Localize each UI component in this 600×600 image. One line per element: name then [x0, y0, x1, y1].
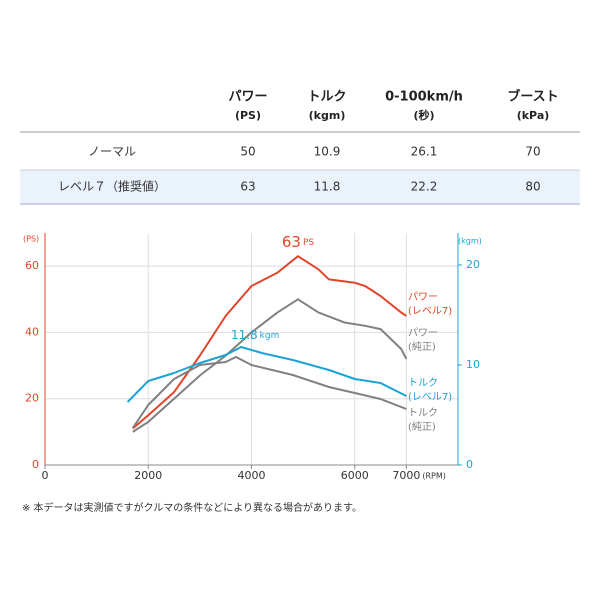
- table-cell: ノーマル: [88, 145, 136, 159]
- footnote: ※ 本データは実測値ですがクルマの条件などにより異なる場合があります。: [22, 501, 362, 514]
- y-tick-label: 60: [25, 259, 39, 272]
- table-cell: 80: [525, 180, 540, 194]
- annotation-unit: PS: [303, 238, 314, 248]
- table-cell: 50: [240, 145, 255, 159]
- y2-tick-label: 20: [466, 258, 480, 271]
- y-tick-label: 40: [25, 325, 39, 338]
- x-tick-label: 7000: [392, 469, 420, 482]
- series-line: [132, 255, 407, 430]
- table-cell: レベル７（推奨値）: [58, 179, 166, 194]
- row-highlight: [20, 170, 580, 204]
- annotation-value: 11.8: [231, 328, 258, 342]
- series-line: [132, 298, 408, 433]
- y-tick-label: 0: [32, 458, 39, 471]
- y2-tick-label: 10: [466, 358, 480, 371]
- series-label: パワー(レベル7): [408, 291, 452, 317]
- series-label: トルク(純正): [408, 407, 438, 433]
- table-cell: 70: [525, 145, 540, 159]
- table-cell: 11.8: [314, 180, 341, 194]
- table-cell: 22.2: [411, 180, 438, 194]
- annotation-unit: kgm: [260, 331, 280, 341]
- table-cell: 10.9: [314, 145, 341, 159]
- column-header: パワー: [228, 90, 267, 105]
- column-header: ブースト: [507, 89, 558, 105]
- y-tick-label: 20: [25, 392, 39, 405]
- table-cell: 26.1: [411, 145, 438, 159]
- y-axis-label: (PS): [23, 235, 39, 244]
- column-header: 0-100km/h: [385, 90, 463, 105]
- column-header: トルク: [307, 90, 346, 105]
- series-label: トルク(レベル7): [408, 377, 452, 403]
- x-tick-label: 2000: [134, 469, 162, 482]
- column-unit: (PS): [235, 109, 261, 122]
- column-unit: (秒): [413, 108, 434, 122]
- annotation: 63 PS: [282, 233, 315, 251]
- series-line: [131, 356, 407, 429]
- series-label: パワー(純正): [408, 327, 438, 353]
- y2-tick-label: 0: [466, 458, 473, 471]
- series-line: [126, 346, 407, 403]
- x-tick-label: 0: [42, 469, 49, 482]
- table-cell: 63: [240, 180, 255, 194]
- column-unit: (kPa): [517, 109, 550, 122]
- annotation-value: 63: [282, 233, 301, 251]
- column-unit: (kgm): [309, 109, 346, 122]
- x-axis-label: (RPM): [422, 472, 446, 481]
- x-tick-label: 6000: [341, 469, 369, 482]
- y2-axis-label: (kgm): [458, 237, 482, 246]
- annotation: 11.8 kgm: [231, 328, 279, 342]
- x-tick-label: 4000: [238, 469, 266, 482]
